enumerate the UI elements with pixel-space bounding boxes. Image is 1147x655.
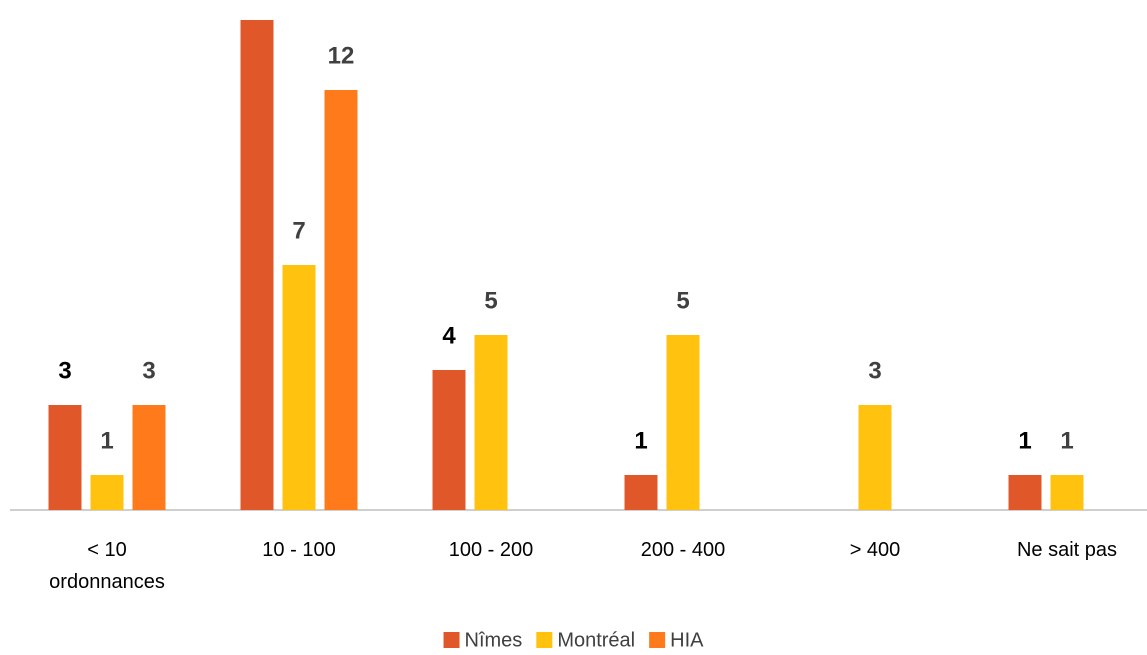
data-label: 1 xyxy=(634,427,647,454)
bar xyxy=(282,265,316,510)
x-tick-label-box: 10 - 100 xyxy=(262,539,336,561)
legend-label: HIA xyxy=(670,629,704,651)
x-tick-label: 10 - 100 xyxy=(262,539,336,561)
data-label: 3 xyxy=(142,357,155,384)
bar xyxy=(240,20,274,510)
legend-label: Nîmes xyxy=(465,629,523,651)
bar xyxy=(90,475,124,510)
data-label: 3 xyxy=(868,357,881,384)
bar xyxy=(474,335,508,510)
data-label: 1 xyxy=(100,427,113,454)
x-tick-label: > 400 xyxy=(849,539,901,561)
data-label: 1 xyxy=(1018,427,1031,454)
legend-label: Montréal xyxy=(557,629,635,651)
data-label: 5 xyxy=(484,287,497,314)
data-label: 7 xyxy=(292,217,305,244)
x-tick-label-box: 100 - 200 xyxy=(448,539,534,561)
legend-swatch xyxy=(443,632,460,648)
legend-swatch xyxy=(536,632,553,648)
x-tick-label-box: > 400 xyxy=(849,539,901,561)
x-tick-label-box: 200 - 400 xyxy=(640,539,726,561)
bar xyxy=(858,405,892,510)
bar xyxy=(1050,475,1084,510)
x-tick-label-box: Ne sait pas xyxy=(1016,539,1118,561)
bar xyxy=(666,335,700,510)
data-label: 3 xyxy=(58,357,71,384)
x-tick-label: < 10 ordonnances xyxy=(49,539,165,593)
data-label: 4 xyxy=(442,322,456,349)
data-label: 5 xyxy=(676,287,689,314)
x-tick-label: Ne sait pas xyxy=(1016,539,1118,561)
bar xyxy=(324,90,358,510)
bar xyxy=(432,370,466,510)
bar xyxy=(1008,475,1042,510)
bar xyxy=(48,405,82,510)
data-label: 1 xyxy=(1060,427,1073,454)
data-label: 12 xyxy=(328,42,355,69)
legend: Nîmes Montréal HIA xyxy=(443,629,704,651)
bar xyxy=(132,405,166,510)
legend-swatch xyxy=(649,632,666,648)
x-tick-label: 100 - 200 xyxy=(448,539,534,561)
x-tick-label-box: < 10 ordonnances xyxy=(49,539,165,593)
bar xyxy=(624,475,658,510)
x-tick-label: 200 - 400 xyxy=(640,539,726,561)
